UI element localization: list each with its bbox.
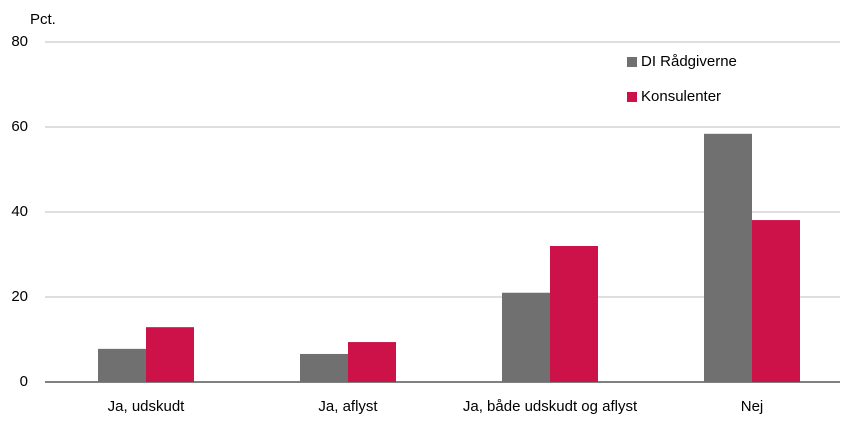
y-tick-label: 80 xyxy=(11,33,28,50)
bar xyxy=(98,348,146,382)
bar xyxy=(348,342,396,382)
x-tick-label: Nej xyxy=(740,398,764,415)
y-axis-label: Pct. xyxy=(30,11,56,28)
y-tick-label: 0 xyxy=(20,373,28,390)
legend-swatch xyxy=(627,92,637,102)
bar xyxy=(752,220,800,382)
legend-label: DI Rådgiverne xyxy=(641,53,737,70)
y-tick-label: 20 xyxy=(11,288,28,305)
x-tick-label: Ja, udskudt xyxy=(107,398,185,415)
legend-swatch xyxy=(627,57,637,67)
bar xyxy=(146,327,194,382)
y-tick-label: 40 xyxy=(11,203,28,220)
y-tick-label: 60 xyxy=(11,118,28,135)
bar xyxy=(704,133,752,382)
legend-label: Konsulenter xyxy=(641,88,721,105)
bar xyxy=(300,353,348,382)
x-tick-label: Ja, aflyst xyxy=(318,398,378,415)
x-tick-label: Ja, både udskudt og aflyst xyxy=(462,398,638,415)
bar xyxy=(550,246,598,382)
bar xyxy=(502,292,550,382)
